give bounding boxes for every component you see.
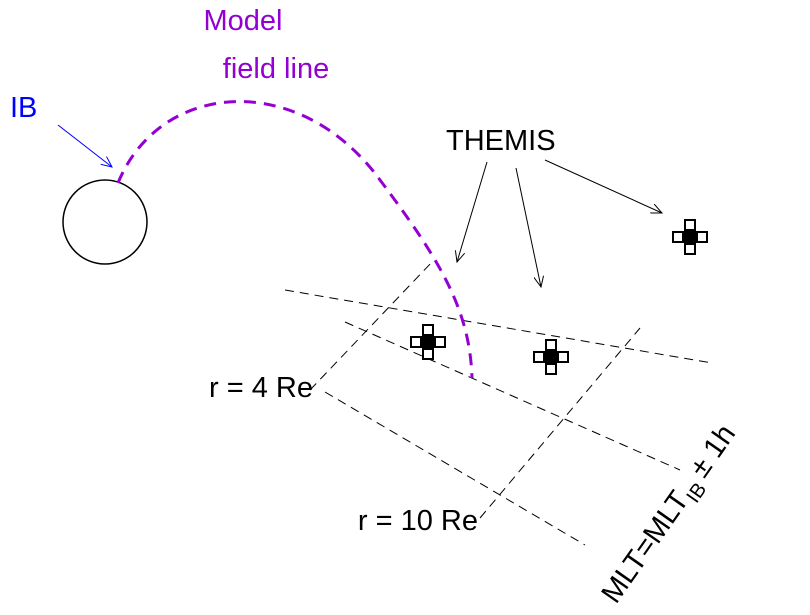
r10-label: r = 10 Re — [358, 505, 478, 537]
model-field-line — [116, 100, 474, 379]
themis-probe — [533, 339, 569, 375]
grid-lines — [284, 261, 713, 546]
mlt-main: MLT=MLT — [596, 485, 696, 609]
mlt-label: MLT=MLTIB± 1h — [596, 419, 747, 613]
themis-probe — [672, 219, 708, 255]
ionosphere-circle — [62, 179, 148, 265]
themis-arrows — [457, 159, 662, 287]
field-line-label: field line — [223, 53, 329, 85]
mlt-suffix: ± 1h — [684, 419, 742, 483]
r4-label: r = 4 Re — [209, 372, 313, 404]
field-line-label: Model — [204, 5, 283, 37]
ib-arrow — [57, 124, 112, 167]
ib-label: IB — [10, 92, 37, 124]
themis-label: THEMIS — [446, 125, 556, 157]
